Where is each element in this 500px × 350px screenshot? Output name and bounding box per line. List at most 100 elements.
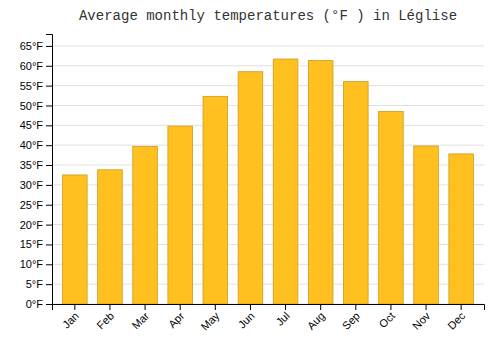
tick-label: Apr [166, 309, 187, 330]
bar [168, 126, 193, 304]
grid-line [52, 105, 484, 106]
tick-label: Jul [273, 310, 291, 328]
tick-mark [46, 145, 52, 146]
tick-mark [46, 264, 52, 265]
tick-label: 40°F [20, 139, 44, 151]
tick-mark [46, 284, 52, 285]
tick-mark [46, 66, 52, 67]
plot: Jan Feb Mar Apr May Jun Jul Aug Sep Oct Nov Dec 0°F 5… [20, 35, 485, 333]
tick-mark [285, 304, 286, 310]
tick: Feb [94, 304, 116, 331]
tick: 45°F [20, 119, 52, 131]
tick: Sep [340, 304, 362, 332]
tick-mark [320, 304, 321, 310]
bar [414, 146, 439, 304]
grid-line [52, 125, 484, 126]
tick-label: Jan [60, 310, 81, 331]
tick: 65°F [20, 40, 52, 52]
bar [344, 82, 369, 304]
tick-label: Feb [94, 310, 116, 332]
tick-label: 60°F [20, 60, 44, 72]
tick: 60°F [20, 60, 52, 72]
bar [308, 61, 333, 304]
tick-mark [355, 304, 356, 310]
tick-label: 35°F [20, 159, 44, 171]
bar [98, 170, 123, 304]
tick-label: Sep [340, 310, 362, 332]
bar [63, 175, 88, 304]
title: Average monthly temperatures (°F ) in Lé… [79, 8, 457, 24]
tick-mark [461, 304, 462, 310]
tick-label: 65°F [20, 40, 44, 52]
tick-mark [180, 304, 181, 310]
tick: 40°F [20, 139, 52, 151]
tick: Aug [305, 304, 327, 332]
grid-line [52, 45, 484, 46]
tick-label: 5°F [26, 278, 44, 290]
grid-line [52, 85, 484, 86]
tick: Apr [166, 304, 187, 330]
tick-mark [46, 105, 52, 106]
tick-label: May [198, 309, 222, 333]
tick-label: 20°F [20, 219, 44, 231]
tick-mark [46, 86, 52, 87]
tick: Nov [410, 304, 433, 332]
tick-label: 50°F [20, 99, 44, 111]
tick-label: Aug [305, 310, 327, 332]
tick-mark [46, 244, 52, 245]
tick-mark [74, 304, 75, 310]
tick: 0°F [26, 298, 52, 310]
tick-label: 15°F [20, 238, 44, 250]
bar [133, 146, 158, 304]
tick: 55°F [20, 80, 52, 92]
tick: Dec [445, 304, 468, 332]
tick-mark [215, 304, 216, 310]
tick-label: Dec [445, 309, 468, 332]
tick-label: Nov [410, 309, 433, 332]
tick-mark [250, 304, 251, 310]
tick-mark [390, 304, 391, 310]
tick-mark [46, 165, 52, 166]
tick-label: 30°F [20, 179, 44, 191]
tick-mark [46, 225, 52, 226]
bar [203, 96, 228, 304]
tick-label: 55°F [20, 80, 44, 92]
tick: Oct [377, 304, 398, 330]
tick-mark [46, 304, 52, 305]
tick: Jan [60, 304, 81, 331]
tick: 20°F [20, 219, 52, 231]
tick: Jun [236, 304, 257, 331]
axis-line [53, 305, 485, 311]
tick: Mar [129, 304, 151, 331]
bar [238, 72, 263, 304]
tick: Jul [273, 304, 291, 328]
tick: 5°F [26, 278, 52, 290]
tick: 50°F [20, 99, 52, 111]
tick-mark [46, 125, 52, 126]
tick: 35°F [20, 159, 52, 171]
tick-label: Mar [129, 309, 151, 331]
axis-line [46, 35, 53, 305]
grid-line [52, 145, 484, 146]
tick-label: 0°F [26, 298, 44, 310]
tick-mark [145, 304, 146, 310]
bar [379, 111, 404, 304]
tick: May [198, 304, 222, 333]
tick-label: 10°F [20, 258, 44, 270]
tick-mark [46, 205, 52, 206]
grid [52, 46, 484, 304]
chart: Jan Feb Mar Apr May Jun Jul Aug Sep Oct Nov Dec 0°F 5… [0, 0, 500, 350]
tick: 15°F [20, 238, 52, 250]
bar [273, 59, 298, 304]
grid-line [52, 65, 484, 66]
tick-label: 45°F [20, 119, 44, 131]
x-axis: Jan Feb Mar Apr May Jun Jul Aug Sep Oct Nov Dec [53, 304, 485, 333]
bars [63, 59, 474, 304]
tick: 25°F [20, 199, 52, 211]
tick-label: Jun [236, 310, 257, 331]
tick-label: 25°F [20, 199, 44, 211]
tick: 30°F [20, 179, 52, 191]
bar [449, 154, 474, 304]
tick-mark [46, 46, 52, 47]
tick: 10°F [20, 258, 52, 270]
